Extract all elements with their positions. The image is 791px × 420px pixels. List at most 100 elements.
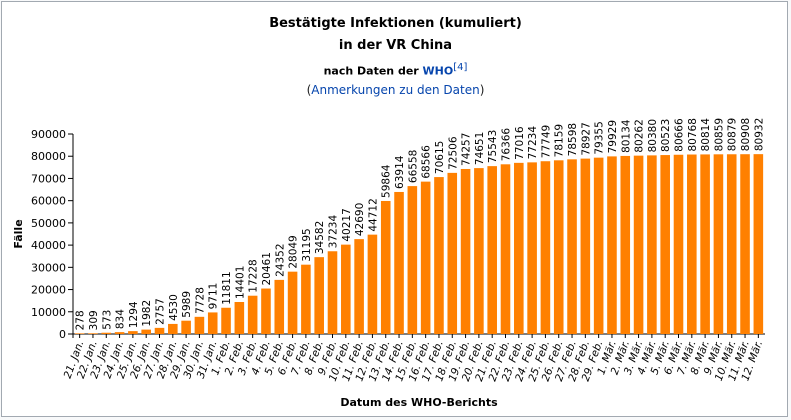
bar-value-label: 573 xyxy=(101,310,113,330)
notes-link[interactable]: Anmerkungen zu den Daten xyxy=(311,83,480,97)
y-tick-label: 90000 xyxy=(31,128,66,141)
bar xyxy=(593,157,604,334)
bar-value-label: 278 xyxy=(75,310,87,330)
bar-value-label: 75543 xyxy=(487,130,499,163)
y-tick-label: 50000 xyxy=(31,217,66,230)
bar-value-label: 72506 xyxy=(447,136,459,170)
reference-link[interactable]: [4] xyxy=(453,62,468,73)
bar-value-label: 77234 xyxy=(527,126,539,160)
bar-value-label: 68566 xyxy=(421,145,433,179)
bar xyxy=(221,307,231,334)
chart-title-line-1: Bestätigte Infektionen (kumuliert) xyxy=(269,16,522,31)
bar xyxy=(580,158,591,334)
bar xyxy=(673,154,684,334)
bar-value-label: 78159 xyxy=(554,124,566,157)
bar xyxy=(261,288,271,334)
y-tick-label: 30000 xyxy=(31,261,66,274)
bar-value-label: 63914 xyxy=(394,155,406,189)
bar xyxy=(420,181,431,334)
bar xyxy=(514,162,524,334)
y-tick-label: 70000 xyxy=(31,172,66,185)
bar-value-label: 80262 xyxy=(634,119,646,152)
bar xyxy=(367,234,378,334)
bar xyxy=(647,155,657,334)
bar-value-label: 5989 xyxy=(181,291,193,318)
y-tick-label: 10000 xyxy=(31,306,66,319)
bar-value-label: 80814 xyxy=(700,118,712,152)
bar xyxy=(74,333,85,334)
bar-value-label: 309 xyxy=(88,310,100,330)
bar xyxy=(154,327,165,334)
bar xyxy=(567,159,577,334)
bar-value-label: 79929 xyxy=(607,120,619,153)
bar-value-label: 4530 xyxy=(168,294,180,321)
bar xyxy=(287,271,298,334)
bar xyxy=(487,166,497,334)
bar-value-label: 44712 xyxy=(367,198,379,231)
notes-open-paren: ( xyxy=(306,83,312,97)
notes-close-paren: ) xyxy=(479,83,485,97)
bar-value-label: 76366 xyxy=(501,128,513,162)
bar-value-label: 1982 xyxy=(141,300,153,327)
bar-value-label: 17228 xyxy=(248,259,260,292)
bar xyxy=(247,295,258,334)
bar xyxy=(327,251,338,334)
bar xyxy=(314,257,324,334)
bar-value-label: 80908 xyxy=(740,118,752,151)
bar xyxy=(194,316,205,334)
bar xyxy=(447,172,458,334)
bar-value-label: 1294 xyxy=(128,301,140,328)
bar xyxy=(301,264,311,334)
who-link[interactable]: WHO xyxy=(422,64,454,78)
bar xyxy=(753,154,764,334)
bar xyxy=(341,244,351,334)
bar xyxy=(660,155,670,334)
y-axis-title: Fälle xyxy=(12,219,25,248)
bar-value-label: 40217 xyxy=(341,208,353,241)
bar-value-label: 7728 xyxy=(194,287,206,314)
bar-value-label: 77016 xyxy=(514,126,526,160)
bar xyxy=(88,333,98,334)
bar-value-label: 80134 xyxy=(620,119,632,153)
bar-value-label: 77749 xyxy=(540,125,552,158)
bar-value-label: 11811 xyxy=(221,271,233,304)
source-prefix: nach Daten der xyxy=(323,64,423,78)
chart-title-line-2: in der VR China xyxy=(338,38,453,53)
bar-value-label: 80380 xyxy=(647,119,659,152)
bar-value-label: 80879 xyxy=(727,118,739,151)
notes-line: (Anmerkungen zu den Daten) xyxy=(2,83,789,97)
bar xyxy=(434,177,444,334)
y-tick-label: 20000 xyxy=(31,284,66,297)
bar-value-label: 20461 xyxy=(261,252,273,285)
bar-value-label: 28049 xyxy=(288,235,300,268)
bar-value-label: 80523 xyxy=(660,119,672,152)
bar-value-label: 14401 xyxy=(234,266,246,299)
bar xyxy=(687,154,697,334)
y-tick-label: 80000 xyxy=(31,150,66,163)
bar-value-label: 78927 xyxy=(580,122,592,155)
bar-value-label: 66558 xyxy=(407,150,419,183)
bar xyxy=(141,329,151,334)
bar xyxy=(274,279,285,334)
bar xyxy=(633,155,644,334)
bar xyxy=(380,200,391,334)
bar-value-label: 80932 xyxy=(753,118,765,151)
bar xyxy=(207,312,218,334)
y-tick-label: 40000 xyxy=(31,239,66,252)
bar-value-label: 78598 xyxy=(567,123,579,156)
bar-value-label: 37234 xyxy=(328,215,340,249)
bar-value-label: 70615 xyxy=(434,141,446,174)
bar xyxy=(474,168,484,334)
bar-value-label: 80666 xyxy=(674,118,686,152)
bar xyxy=(114,332,125,334)
bar xyxy=(181,320,191,334)
bar xyxy=(500,164,511,334)
bar xyxy=(101,332,112,334)
bar-value-label: 80768 xyxy=(687,118,699,151)
bar xyxy=(540,161,551,334)
bar xyxy=(460,168,471,334)
bar xyxy=(407,186,418,334)
bar xyxy=(394,191,404,334)
